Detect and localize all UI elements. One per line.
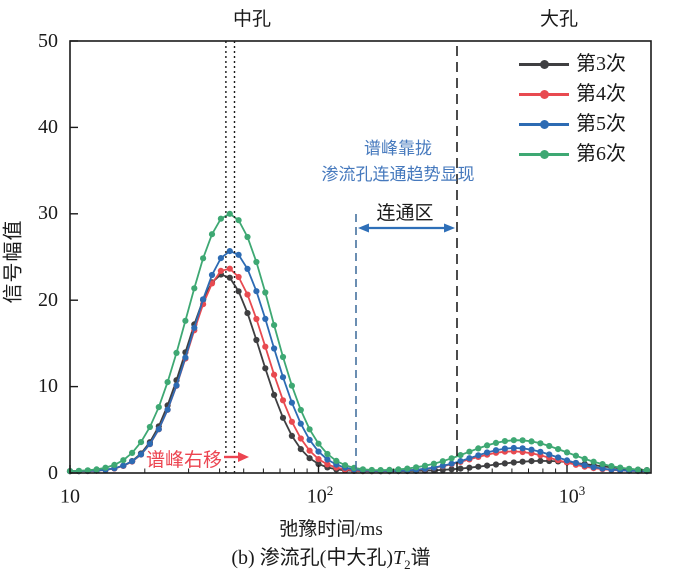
- legend-line-icon: [519, 59, 569, 69]
- legend-line-icon: [519, 89, 569, 99]
- connected-zone-label: 连通区: [376, 203, 434, 224]
- legend-item-run3: 第3次: [519, 49, 649, 79]
- legend: 第3次 第4次 第5次 第6次: [519, 49, 649, 169]
- y-tick-50: 50: [38, 30, 58, 52]
- y-tick-30: 30: [38, 202, 58, 224]
- y-tick-0: 0: [48, 462, 58, 484]
- legend-label: 第6次: [576, 143, 626, 165]
- legend-label: 第4次: [576, 83, 626, 105]
- peaks-converge-annotation: 谱峰靠拢 渗流孔连通趋势显现: [321, 139, 475, 184]
- legend-line-icon: [519, 149, 569, 159]
- legend-dot-icon: [540, 149, 549, 159]
- legend-line-icon: [519, 119, 569, 129]
- y-tick-40: 40: [38, 116, 58, 138]
- legend-dot-icon: [540, 59, 549, 69]
- legend-item-run4: 第4次: [519, 79, 649, 109]
- legend-dot-icon: [540, 119, 549, 129]
- legend-label: 第5次: [576, 113, 626, 135]
- legend-item-run6: 第6次: [519, 139, 649, 169]
- legend-label: 第3次: [576, 53, 626, 75]
- mid-pore-label: 中孔: [232, 9, 272, 30]
- legend-item-run5: 第5次: [519, 109, 649, 139]
- y-tick-10: 10: [38, 375, 58, 397]
- y-tick-20: 20: [38, 289, 58, 311]
- large-pore-label: 大孔: [539, 9, 579, 30]
- x-tick-1000: 103: [558, 483, 586, 508]
- x-axis-title: 弛豫时间/ms: [279, 519, 383, 540]
- peak-right-shift-annotation: 谱峰右移: [146, 450, 223, 471]
- x-tick-10: 10: [60, 485, 80, 508]
- figure-caption: (b) 渗流孔(中大孔)T2谱: [231, 547, 431, 572]
- x-tick-100: 102: [306, 483, 334, 508]
- legend-dot-icon: [540, 89, 549, 99]
- y-axis-title: 信号幅值: [2, 219, 25, 304]
